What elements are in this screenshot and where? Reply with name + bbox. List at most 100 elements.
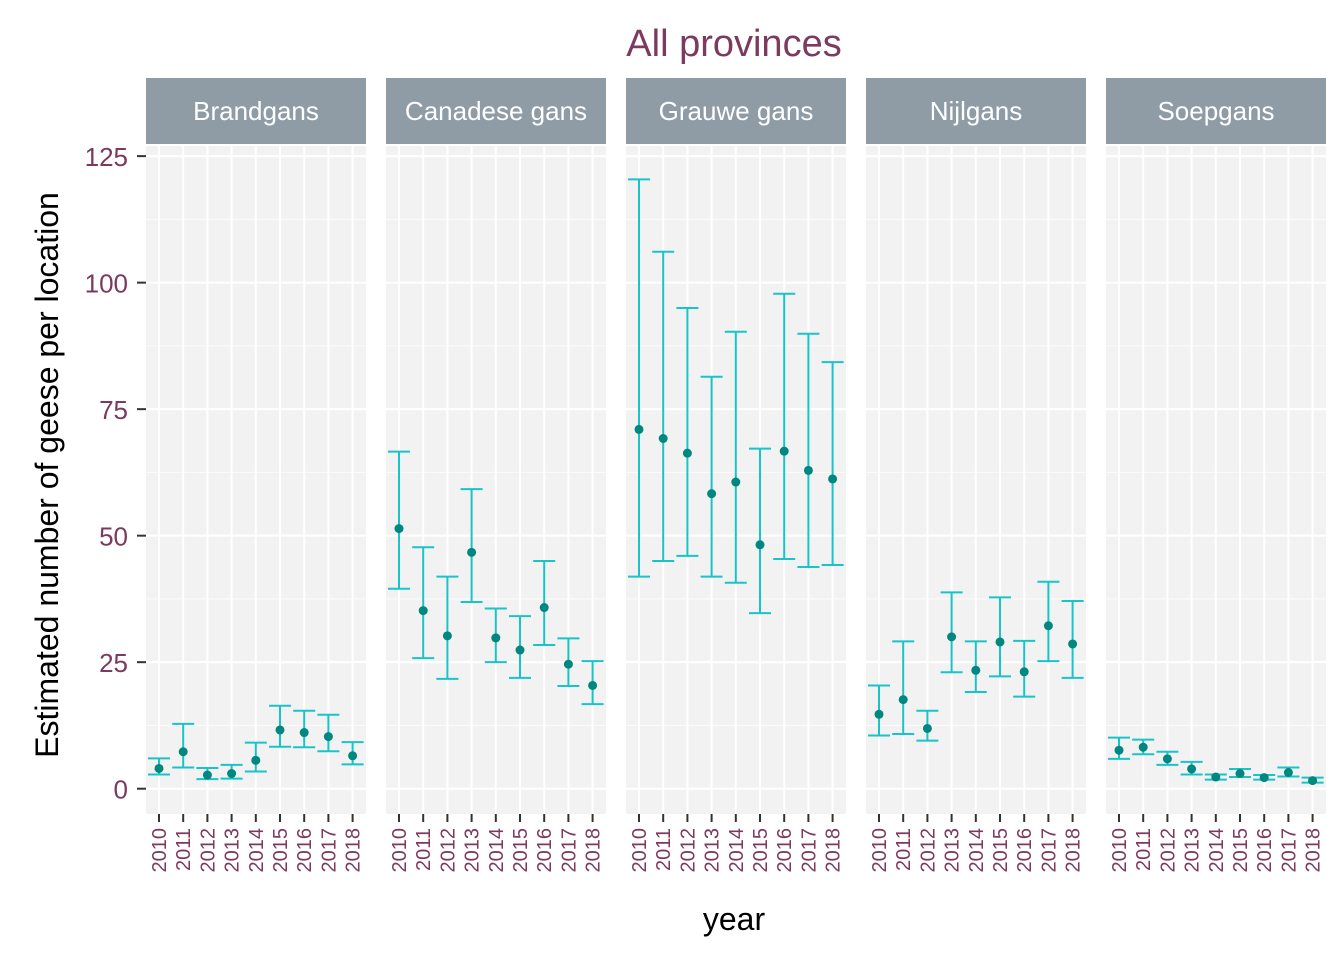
facet-strip xyxy=(866,78,1086,144)
x-tick-label: 2013 xyxy=(942,828,964,873)
error-bar xyxy=(460,488,483,603)
error-bar xyxy=(628,178,650,578)
data-point xyxy=(348,751,358,761)
data-point xyxy=(922,723,932,733)
data-point xyxy=(1114,745,1124,755)
error-bar xyxy=(989,596,1011,678)
data-point xyxy=(1068,639,1078,649)
x-tick-label: 2012 xyxy=(197,828,219,873)
facet-strip-label: Soepgans xyxy=(1157,96,1274,126)
x-tick-label: 2017 xyxy=(1278,828,1300,873)
data-point xyxy=(995,637,1005,647)
data-point xyxy=(1259,773,1269,783)
data-point xyxy=(803,465,813,475)
x-tick-label: 2014 xyxy=(1206,828,1228,873)
x-tick-label: 2011 xyxy=(173,828,195,871)
error-bar xyxy=(412,546,435,660)
x-tick-label: 2017 xyxy=(798,828,820,873)
x-tick-label: 2016 xyxy=(1014,828,1036,873)
data-point xyxy=(539,603,549,613)
x-tick-label: 2014 xyxy=(246,828,268,873)
facet-strip xyxy=(1106,78,1326,144)
error-bar xyxy=(724,330,747,584)
data-point xyxy=(299,728,309,738)
facet-panel: Nijlgans 2010 2011 2012 2013 2014 2015 2016 2017… xyxy=(866,78,1086,873)
x-tick-label: 2018 xyxy=(583,828,605,873)
x-tick-label: 2013 xyxy=(702,828,724,873)
data-point xyxy=(467,547,477,557)
x-tick-label: 2011 xyxy=(893,828,915,871)
x-tick-label: 2017 xyxy=(558,828,580,873)
data-point xyxy=(491,633,501,643)
error-bar xyxy=(436,575,459,680)
x-tick-label: 2012 xyxy=(917,828,939,873)
error-bar xyxy=(821,361,844,567)
data-point xyxy=(1138,742,1148,752)
x-tick-label: 2010 xyxy=(149,828,171,873)
data-point xyxy=(874,709,884,719)
x-tick-label: 2015 xyxy=(510,828,532,873)
error-bar xyxy=(892,640,915,736)
y-axis: 0 25 50 75 100 125 xyxy=(85,142,146,805)
x-tick-label: 2018 xyxy=(343,828,365,873)
data-point xyxy=(1019,667,1029,677)
data-point xyxy=(682,448,692,458)
facet-strip xyxy=(626,78,846,144)
x-tick-label: 2012 xyxy=(1157,828,1179,873)
y-tick-label: 50 xyxy=(99,522,128,552)
data-point xyxy=(1235,769,1245,779)
data-point xyxy=(154,763,164,773)
error-bar xyxy=(172,722,195,769)
data-point xyxy=(275,725,285,735)
error-bar xyxy=(940,591,963,674)
x-tick-label: 2016 xyxy=(534,828,556,873)
data-point xyxy=(442,631,452,641)
x-tick-label: 2010 xyxy=(389,828,411,873)
x-tick-label: 2018 xyxy=(1303,828,1325,873)
error-bar xyxy=(388,450,410,590)
x-tick-label: 2011 xyxy=(413,828,435,871)
error-bar xyxy=(773,292,796,560)
data-point xyxy=(779,446,789,456)
facet-strip-label: Brandgans xyxy=(193,96,319,126)
data-point xyxy=(418,606,428,616)
x-tick-label: 2018 xyxy=(823,828,845,873)
x-axis-label: year xyxy=(703,901,766,937)
facet-strip-label: Canadese gans xyxy=(405,96,587,126)
x-tick-label: 2012 xyxy=(677,828,699,873)
error-bar xyxy=(700,375,723,578)
x-tick-label: 2013 xyxy=(1182,828,1204,873)
data-point xyxy=(323,732,333,742)
x-tick-label: 2010 xyxy=(629,828,651,873)
error-bar xyxy=(797,332,820,569)
data-point xyxy=(227,769,237,779)
data-point xyxy=(731,477,741,487)
x-tick-label: 2010 xyxy=(869,828,891,873)
x-tick-label: 2012 xyxy=(437,828,459,873)
x-tick-label: 2015 xyxy=(270,828,292,873)
data-point xyxy=(563,659,573,669)
error-bar xyxy=(652,250,675,562)
data-point xyxy=(947,632,957,642)
x-tick-label: 2016 xyxy=(1254,828,1276,873)
chart-title: All provinces xyxy=(626,23,841,65)
facet-strip-label: Nijlgans xyxy=(930,96,1023,126)
y-tick-label: 75 xyxy=(99,395,128,425)
data-point xyxy=(658,434,668,444)
data-point xyxy=(1308,776,1318,786)
y-tick-label: 100 xyxy=(85,269,128,299)
data-point xyxy=(634,424,644,434)
facet-strip xyxy=(386,78,606,144)
x-tick-label: 2014 xyxy=(486,828,508,873)
x-tick-label: 2011 xyxy=(653,828,675,871)
data-point xyxy=(1211,772,1221,782)
data-point xyxy=(394,524,404,534)
data-point xyxy=(1187,764,1197,774)
x-tick-label: 2014 xyxy=(966,828,988,873)
data-point xyxy=(1043,621,1053,631)
facet-panel: Soepgans 2010 2011 2012 2013 2014 2015 2016 2017… xyxy=(1106,78,1326,873)
